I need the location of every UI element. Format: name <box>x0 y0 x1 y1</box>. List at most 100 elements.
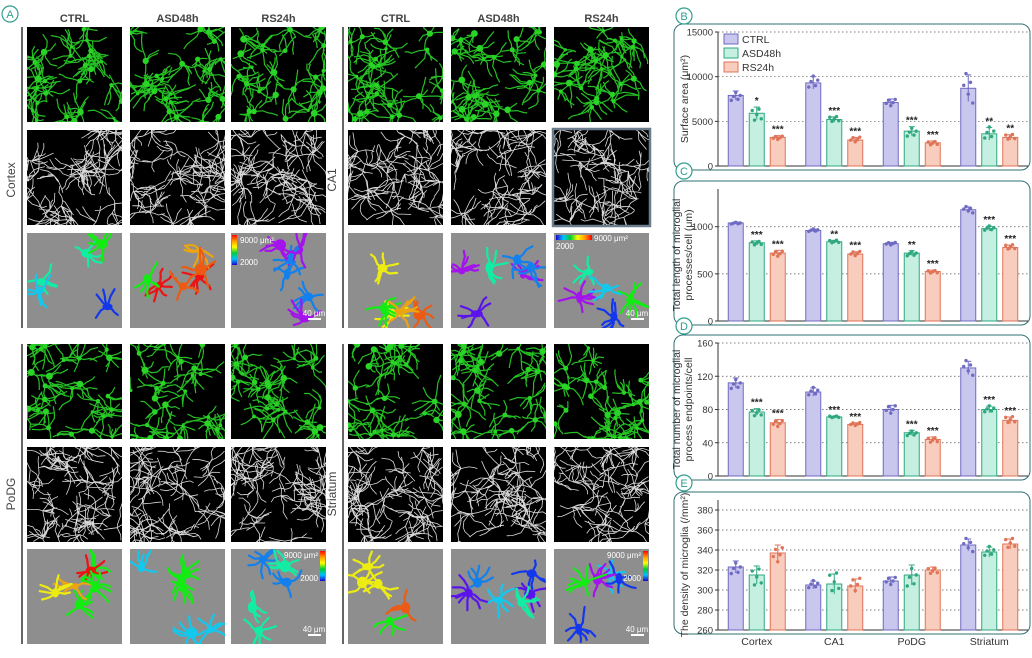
rendered-microglia-cell <box>557 280 599 314</box>
data-point <box>828 115 832 119</box>
significance-marker: *** <box>828 405 840 416</box>
panel-letter: E <box>680 478 687 490</box>
data-point <box>985 130 989 135</box>
data-point <box>985 549 989 553</box>
significance-marker: ** <box>985 117 993 128</box>
data-point <box>893 575 897 580</box>
significance-marker: *** <box>751 230 763 241</box>
data-point <box>849 584 853 588</box>
colorbar <box>556 235 592 240</box>
y-tick-label: 380 <box>697 506 713 517</box>
column-header: ASD48h <box>156 13 198 25</box>
rendered-microglia-cell <box>130 549 158 573</box>
data-point <box>776 560 780 564</box>
data-point <box>853 253 857 258</box>
data-point <box>964 71 968 76</box>
surface-render-image <box>348 233 443 328</box>
bar-ctrl <box>882 580 899 631</box>
data-point <box>757 408 761 412</box>
region-label: Cortex <box>4 162 18 197</box>
x-tick-label: Striatum <box>970 636 1009 648</box>
surface-render-image <box>348 549 443 644</box>
data-point <box>780 249 784 253</box>
data-point <box>755 575 759 579</box>
data-point <box>935 271 939 275</box>
y-tick-label: 5000 <box>692 117 713 128</box>
data-point <box>1008 135 1012 139</box>
microglia-skeleton <box>451 130 546 225</box>
column-header: CTRL <box>381 13 411 25</box>
x-tick-label: Cortex <box>741 636 773 648</box>
microglia-skeleton <box>231 130 326 225</box>
rendered-microglia-cell <box>385 589 417 622</box>
data-point <box>1013 420 1017 424</box>
data-point <box>1010 243 1015 247</box>
skeleton-image <box>27 130 122 225</box>
data-point <box>813 585 818 589</box>
significance-marker: *** <box>849 241 861 252</box>
data-point <box>755 411 759 415</box>
data-point <box>858 576 862 580</box>
surface-render-image <box>27 233 122 328</box>
data-point <box>849 138 853 142</box>
y-tick-label: 320 <box>697 566 713 577</box>
colorbar-max-label: 9000 μm² <box>607 551 641 560</box>
fluorescence-image <box>231 27 326 122</box>
bar-rs24h <box>924 271 941 322</box>
data-point <box>759 413 763 417</box>
bar-ctrl <box>882 243 899 322</box>
data-point <box>983 228 987 232</box>
rendered-microglia-cell <box>501 245 534 280</box>
data-point <box>832 117 836 121</box>
surface-render-image <box>231 233 326 328</box>
scale-bar-label: 40 μm <box>303 625 326 634</box>
rendered-microglia-cell <box>564 605 597 643</box>
data-point <box>1006 420 1010 425</box>
panel-letter: C <box>680 166 688 178</box>
image-background <box>348 130 443 225</box>
significance-marker: *** <box>1004 234 1016 245</box>
data-point <box>830 119 834 124</box>
rendered-microglia-cell <box>38 574 73 601</box>
y-axis-label: The density of microglia (/mm²) <box>679 493 691 638</box>
bar-asd48h <box>826 416 843 477</box>
microglia-skeleton <box>27 447 122 542</box>
rendered-microglia-cell <box>272 244 302 276</box>
data-point <box>773 250 778 254</box>
bar-asd48h <box>826 241 843 322</box>
data-point <box>1004 243 1008 248</box>
data-point <box>914 129 918 133</box>
bar-rs24h <box>1002 136 1019 167</box>
data-point <box>853 140 857 144</box>
chart-frame <box>673 180 1031 326</box>
data-point <box>780 134 784 138</box>
surface-render-image <box>130 233 225 328</box>
fluorescence-image <box>27 344 122 439</box>
data-point <box>910 429 914 433</box>
fluorescence-image <box>130 27 225 122</box>
panel-letter: B <box>680 11 687 23</box>
data-point <box>962 83 966 88</box>
data-point <box>985 407 989 411</box>
data-point <box>757 107 761 111</box>
data-point <box>891 579 895 583</box>
chart-frame <box>673 23 1031 171</box>
data-point <box>905 254 909 258</box>
data-point <box>811 578 815 583</box>
data-point <box>736 97 740 102</box>
data-point <box>962 541 966 546</box>
significance-marker: ** <box>830 229 838 240</box>
data-point <box>776 424 780 429</box>
microglia-signal <box>348 344 443 439</box>
bar-ctrl <box>727 566 744 631</box>
significance-marker: *** <box>927 259 939 270</box>
data-point <box>837 415 841 420</box>
data-point <box>905 134 909 138</box>
legend-swatch <box>723 61 739 73</box>
bar-asd48h <box>981 228 998 322</box>
data-point <box>778 553 782 557</box>
data-point <box>759 117 763 121</box>
microglia-skeleton <box>130 130 225 225</box>
colorbar <box>320 551 325 581</box>
